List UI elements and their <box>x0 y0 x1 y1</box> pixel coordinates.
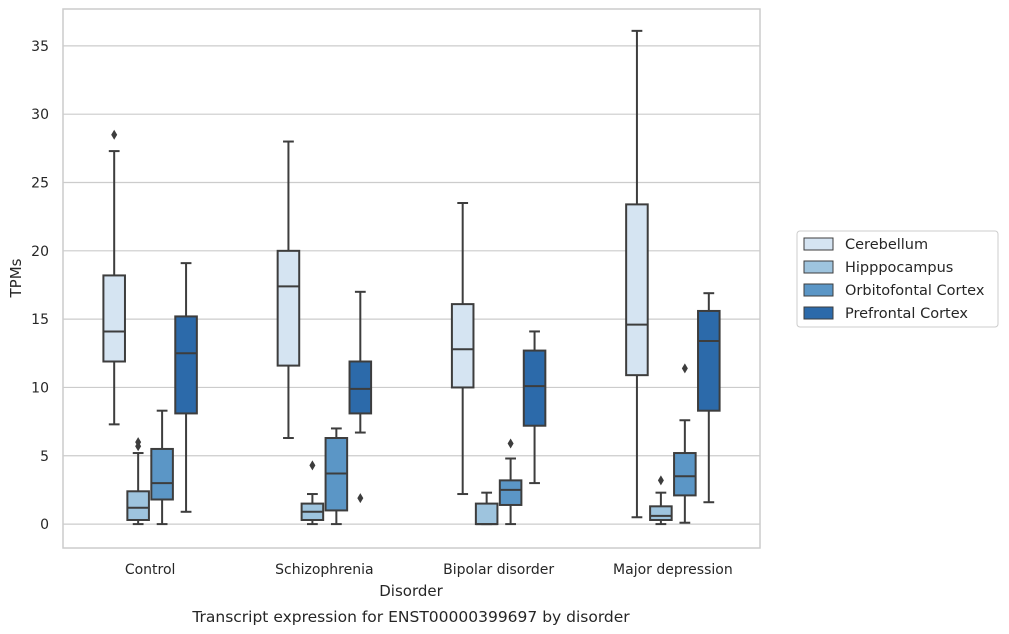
box-iqr <box>348 360 373 415</box>
legend-label: Cerebellum <box>845 237 928 253</box>
outlier-point <box>135 437 142 448</box>
y-tick-label: 25 <box>31 176 49 192</box>
x-tick-label: Control <box>125 562 176 578</box>
box-bipolar-disorder-cerebellum <box>450 202 475 496</box>
outlier-point <box>357 493 364 504</box>
box-control-prefrontal-cortex <box>174 262 198 513</box>
box-iqr <box>126 490 150 521</box>
y-tick-label: 0 <box>40 517 49 533</box>
box-iqr <box>522 349 547 427</box>
box-iqr <box>498 479 523 506</box>
chart-caption: Transcript expression for ENST0000039969… <box>191 608 630 626</box>
y-tick-label: 5 <box>40 449 49 465</box>
legend-label: Prefrontal Cortex <box>845 306 968 322</box>
legend: Cerebellum Hipppocampus Orbitofontal Corte… <box>796 230 999 328</box>
y-tick-label: 20 <box>31 244 49 260</box>
box-iqr <box>450 303 475 389</box>
y-tick-labels: 0 5 10 15 20 25 30 35 <box>31 39 49 533</box>
x-tick-labels: Control Schizophrenia Bipolar disorder Majo… <box>125 562 733 578</box>
plot-frame <box>62 8 761 549</box>
box-major-depression-hipppocampus <box>649 475 673 526</box>
box-iqr <box>150 447 174 501</box>
box-iqr <box>276 249 301 367</box>
box-iqr <box>625 203 649 377</box>
outlier-point <box>657 475 664 486</box>
box-iqr <box>697 309 721 412</box>
y-tick-label: 35 <box>31 39 49 55</box>
legend-label: Hipppocampus <box>845 260 953 276</box>
outlier-point <box>507 438 514 449</box>
box-control-hipppocampus <box>126 437 150 526</box>
y-tick-label: 30 <box>31 107 49 123</box>
box-control-orbitofontal-cortex <box>150 409 174 526</box>
box-schizophrenia-prefrontal-cortex <box>348 290 373 504</box>
y-tick-label: 10 <box>31 380 49 396</box>
outlier-point <box>111 129 118 140</box>
box-bipolar-disorder-hipppocampus <box>474 491 499 526</box>
box-major-depression-cerebellum <box>625 29 649 519</box>
legend-swatch <box>803 237 834 251</box>
box-control-cerebellum <box>102 129 126 426</box>
box-iqr <box>649 505 673 521</box>
box-schizophrenia-cerebellum <box>276 140 301 440</box>
legend-swatch <box>803 283 834 297</box>
legend-swatch <box>803 260 834 274</box>
box-major-depression-prefrontal-cortex <box>697 292 721 504</box>
box-bipolar-disorder-prefrontal-cortex <box>522 330 547 485</box>
box-groups <box>102 29 721 526</box>
x-tick-label: Schizophrenia <box>275 562 373 578</box>
box-schizophrenia-orbitofontal-cortex <box>324 427 349 526</box>
box-schizophrenia-hipppocampus <box>300 460 325 526</box>
outlier-point <box>309 460 316 471</box>
y-tick-label: 15 <box>31 312 49 328</box>
box-major-depression-orbitofontal-cortex <box>673 363 697 524</box>
box-iqr <box>673 452 697 497</box>
box-iqr <box>474 502 499 526</box>
x-tick-label: Major depression <box>613 562 733 578</box>
outlier-point <box>681 363 688 374</box>
box-iqr <box>102 274 126 363</box>
box-bipolar-disorder-orbitofontal-cortex <box>498 438 523 526</box>
y-axis-label: TPMs <box>7 258 25 298</box>
box-iqr <box>174 315 198 415</box>
legend-frame <box>796 230 999 328</box>
x-tick-label: Bipolar disorder <box>443 562 554 578</box>
legend-label: Orbitofontal Cortex <box>845 283 985 299</box>
legend-swatch <box>803 306 834 320</box>
x-axis-label: Disorder <box>379 582 443 600</box>
